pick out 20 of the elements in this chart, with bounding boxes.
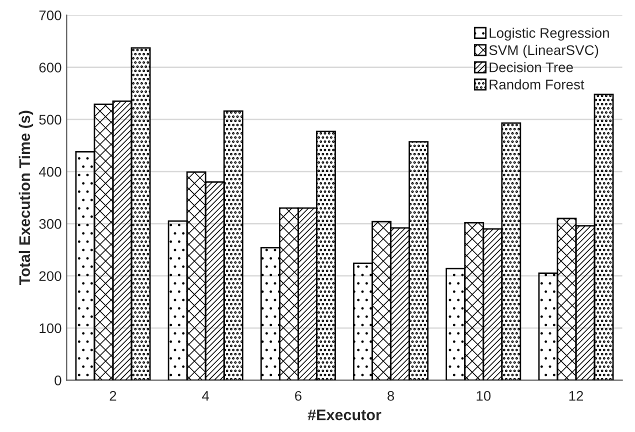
y-tick-label: 100 [40, 323, 62, 334]
legend-label: SVM (LinearSVC) [489, 44, 598, 58]
legend-label: Logistic Regression [490, 28, 609, 41]
x-tick-label: 6 [295, 390, 302, 401]
y-tick-label: 300 [39, 219, 62, 229]
y-tick-label: 200 [39, 271, 62, 282]
x-tick-label: 12 [569, 390, 584, 401]
y-tick-label: 400 [38, 166, 62, 177]
y-tick-label: 700 [39, 10, 62, 20]
x-axis-title: #Executor [308, 410, 382, 420]
y-tick-label: 600 [39, 62, 62, 72]
y-axis-title: Total Execution Time (s) [18, 110, 34, 286]
x-tick-label: 8 [388, 390, 394, 401]
x-tick-label: 4 [202, 391, 210, 401]
legend-label: Decision Tree [490, 62, 573, 72]
y-tick-label: 0 [54, 375, 62, 386]
legend-label: Random Forest [490, 79, 584, 90]
x-tick-label: 2 [110, 390, 116, 401]
x-tick-label: 10 [476, 390, 491, 401]
y-tick-label: 500 [39, 114, 62, 125]
